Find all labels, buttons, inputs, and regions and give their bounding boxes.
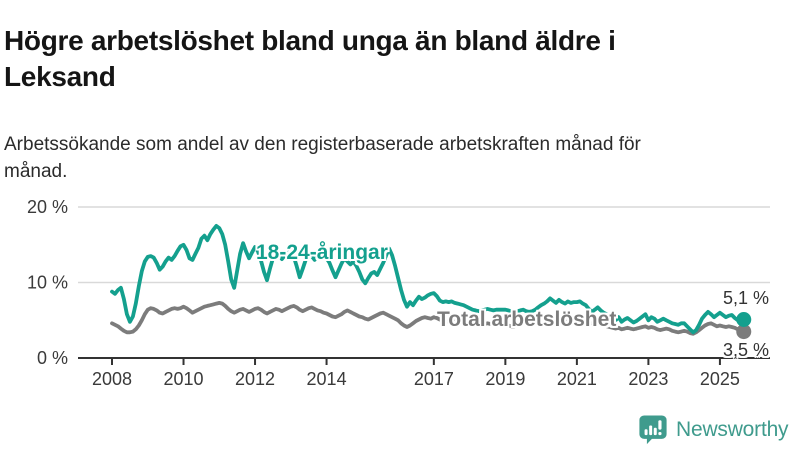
series-label-young: 18-24-åringar	[256, 241, 388, 264]
line-chart: 20 % 10 % 0 % 2008 2010 2012 2014 2017 2019 2021 2…	[27, 197, 770, 389]
page-title: Högre arbetslöshet bland unga än bland ä…	[4, 24, 616, 93]
x-axis-tick-label: 2012	[235, 369, 275, 389]
page-subtitle: Arbetssökande som andel av den registerb…	[4, 134, 641, 182]
x-axis-tick-label: 2021	[557, 369, 597, 389]
end-value-label-young: 5,1 %	[722, 288, 769, 308]
y-axis-tick-label: 20 %	[27, 197, 68, 217]
x-axis-tick-label: 2010	[163, 369, 203, 389]
series-end-dot	[736, 324, 752, 340]
series-line	[110, 224, 746, 335]
chart-bubble-icon	[639, 415, 667, 445]
series-label-total: Total arbetslöshet	[437, 308, 617, 331]
x-axis-tick-label: 2014	[307, 369, 347, 389]
series-line	[110, 301, 746, 336]
y-axis-tick-label: 0 %	[37, 348, 68, 368]
end-value-label-total: 3,5 %	[722, 340, 769, 360]
x-axis-tick-label: 2017	[414, 369, 454, 389]
x-axis-tick-label: 2008	[92, 369, 132, 389]
series-end-dot	[736, 311, 752, 327]
x-axis-tick-label: 2023	[628, 369, 668, 389]
y-axis-tick-label: 10 %	[27, 273, 68, 293]
newsworthy-logo[interactable]: Newsworthy	[638, 414, 789, 445]
newsworthy-wordmark: Newsworthy	[676, 417, 789, 441]
x-axis-tick-label: 2025	[700, 369, 740, 389]
x-axis-tick-label: 2019	[485, 369, 525, 389]
